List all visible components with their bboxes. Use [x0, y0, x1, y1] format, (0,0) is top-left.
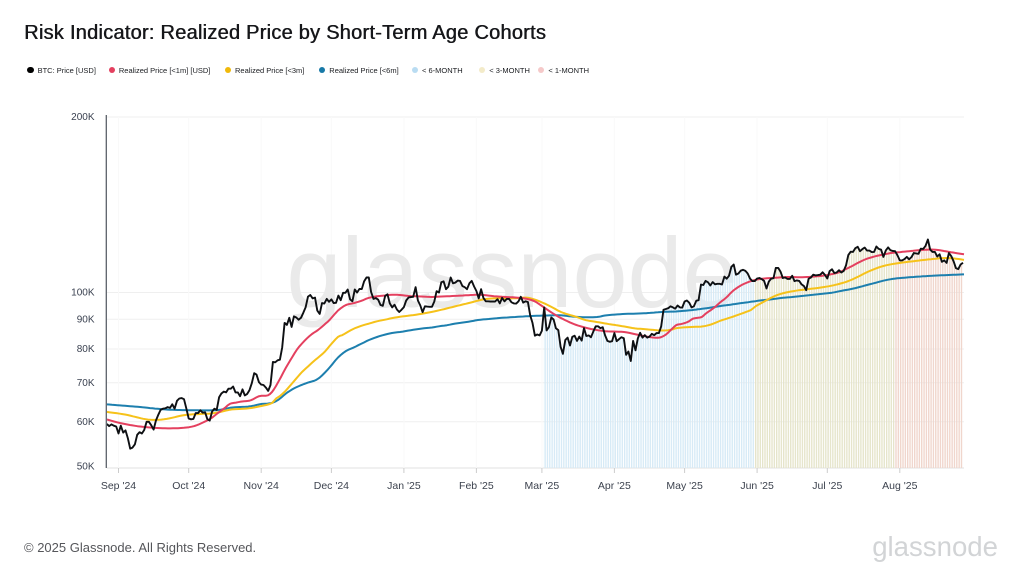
svg-text:80K: 80K	[77, 344, 95, 355]
svg-text:Nov '24: Nov '24	[244, 480, 279, 492]
svg-text:Oct '24: Oct '24	[172, 480, 205, 492]
svg-text:Mar '25: Mar '25	[525, 480, 560, 492]
svg-text:Jun '25: Jun '25	[740, 480, 774, 492]
svg-text:glassnode: glassnode	[286, 217, 737, 328]
svg-text:50K: 50K	[77, 462, 95, 473]
svg-text:Jan '25: Jan '25	[387, 480, 421, 492]
svg-text:Dec '24: Dec '24	[314, 480, 349, 492]
svg-text:Feb '25: Feb '25	[459, 480, 494, 492]
svg-text:Aug '25: Aug '25	[882, 480, 917, 492]
svg-text:Jul '25: Jul '25	[812, 480, 842, 492]
svg-text:90K: 90K	[77, 314, 95, 325]
svg-text:May '25: May '25	[666, 480, 703, 492]
svg-text:Sep '24: Sep '24	[101, 480, 136, 492]
svg-text:70K: 70K	[77, 378, 95, 389]
svg-text:100K: 100K	[71, 288, 95, 299]
svg-text:60K: 60K	[77, 417, 95, 428]
svg-text:200K: 200K	[71, 112, 95, 123]
svg-text:Apr '25: Apr '25	[598, 480, 631, 492]
